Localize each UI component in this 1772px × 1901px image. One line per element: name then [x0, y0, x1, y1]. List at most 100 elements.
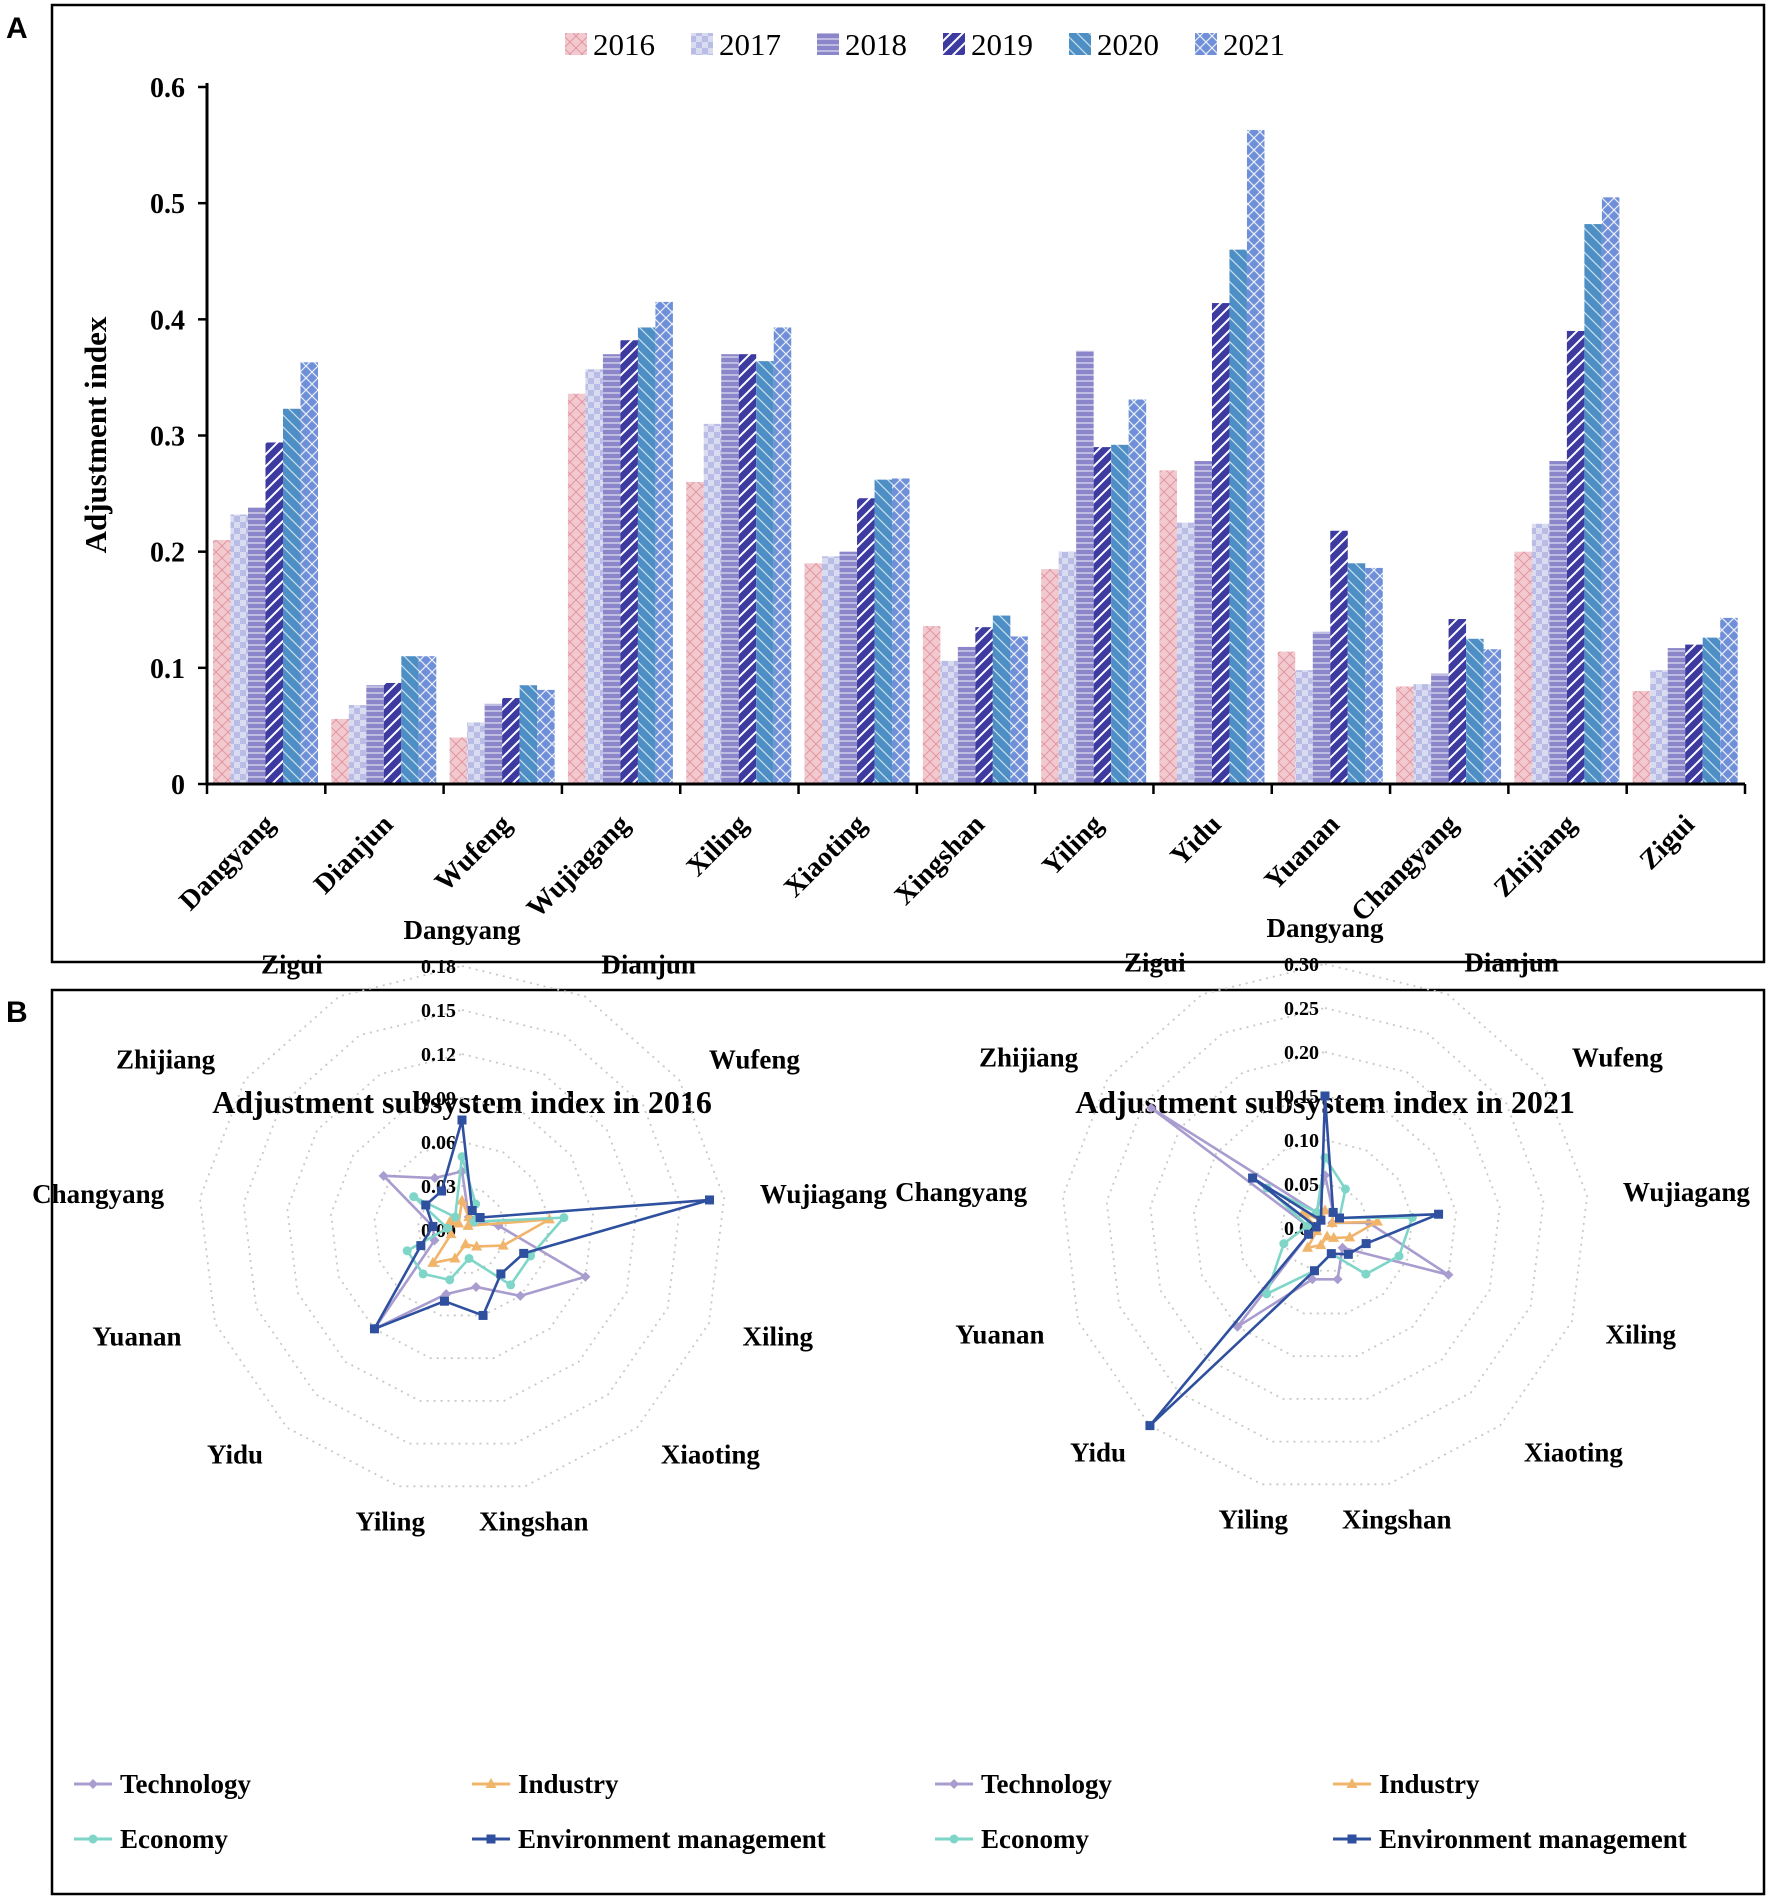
bar-2018-xingshan: [957, 646, 976, 783]
bar-2016-xiaoting: [804, 563, 823, 783]
bar-2016-yiling: [1041, 569, 1059, 783]
radar-point-environment-management-dangyang: [1320, 1091, 1330, 1101]
bar-2020-dangyang: [283, 408, 301, 783]
bar-2021-zigui: [1720, 617, 1738, 783]
legend-label-economy: Economy: [120, 1824, 229, 1854]
bar-2019-xingshan: [975, 627, 993, 783]
radar-axis-label-yiling: Yiling: [1218, 1504, 1288, 1534]
bar-2019-dianjun: [383, 682, 402, 783]
radar-series-environment-management: [1145, 1091, 1444, 1431]
radar-point-environment-management-wujiagang: [1434, 1209, 1444, 1219]
y-axis-label: Adjustment index: [78, 316, 113, 553]
bar-legend: 2016 2017 2018 2019 2020 2021: [565, 27, 1285, 62]
bar-series-2018: [248, 350, 1686, 783]
radar-point-environment-management-dianjun: [467, 1206, 477, 1216]
radar-axis-label-xingshan: Xingshan: [479, 1506, 589, 1536]
bar-2018-dianjun: [366, 685, 384, 783]
bar-2021-xiaoting: [892, 478, 910, 783]
bar-2017-xiaoting: [822, 556, 840, 783]
radar-grid-ring: [1149, 1051, 1501, 1400]
radar-point-technology-xiaoting: [515, 1290, 526, 1301]
radar-point-environment-management-zhijiang: [1248, 1173, 1258, 1183]
bar-series-2020: [283, 224, 1721, 783]
legend-marker-technology: [949, 1779, 959, 1789]
bar-2020-changyang: [1466, 638, 1484, 783]
radar-axis-label-wujiagang: Wujiagang: [1623, 1177, 1751, 1207]
radar-point-environment-management-xiaoting: [1343, 1249, 1353, 1259]
legend-swatch-2017: [691, 33, 713, 55]
bar-2018-wujiagang: [602, 354, 621, 783]
bar-2017-dangyang: [230, 514, 248, 783]
radar-point-economy-changyang: [1303, 1221, 1313, 1231]
radar-r-tick-label: 0.18: [421, 956, 456, 978]
bar-2017-yiling: [1058, 551, 1077, 783]
radar-grid-ring: [1062, 963, 1588, 1486]
radar-point-economy-xiaoting: [1361, 1269, 1371, 1279]
radar-point-environment-management-yuanan: [416, 1241, 426, 1251]
x-tick-label-yidu: Yidu: [1165, 809, 1228, 872]
legend-marker-economy: [88, 1834, 98, 1844]
legend-label-2020: 2020: [1097, 27, 1159, 62]
radar-axis-label-zigui: Zigui: [1124, 947, 1186, 977]
radar-axis-label-yidu: Yidu: [1070, 1438, 1126, 1468]
legend-swatch-2020: [1069, 33, 1091, 55]
bar-2017-wujiagang: [585, 369, 603, 783]
radar-axis-label-xiaoting: Xiaoting: [661, 1440, 761, 1470]
bar-2019-xiaoting: [857, 498, 875, 783]
radar-axis-label-yiling: Yiling: [355, 1506, 425, 1536]
radar-legend: Technology Industry Economy Environment man…: [74, 1769, 826, 1854]
radar-point-economy-dianjun: [1340, 1184, 1350, 1194]
radar-title: Adjustment subsystem index in 2016: [212, 1084, 712, 1120]
radar-axis-label-zhijiang: Zhijiang: [979, 1043, 1079, 1073]
radar-r-tick-label: 0.30: [1284, 954, 1319, 976]
radar-r-tick-label: 0.10: [1284, 1130, 1319, 1152]
radar-point-environment-management-dangyang: [457, 1115, 467, 1125]
bar-2021-yidu: [1246, 129, 1265, 783]
radar-point-environment-management-xingshan: [1326, 1249, 1336, 1259]
bar-2016-changyang: [1396, 686, 1414, 783]
x-tick-label-zhijiang: Zhijiang: [1488, 809, 1583, 904]
bar-2018-yuanan: [1312, 631, 1331, 783]
radar-point-technology-zigui: [429, 1173, 440, 1184]
bar-2017-wufeng: [467, 722, 485, 783]
radar-point-industry-yuanan: [445, 1228, 457, 1239]
radar-point-industry-xiling: [497, 1239, 509, 1250]
bar-2021-yiling: [1128, 399, 1147, 783]
panel-a-frame: [50, 3, 1766, 964]
legend-marker-environment-management: [486, 1834, 496, 1844]
radar-point-environment-management-changyang: [1311, 1222, 1321, 1232]
bar-2018-yiling: [1076, 350, 1094, 783]
bar-2016-dianjun: [331, 718, 349, 783]
radar-point-industry-wujiagang: [1371, 1215, 1383, 1226]
radar-axis-label-xiling: Xiling: [743, 1321, 814, 1351]
x-tick-label-wujiagang: Wujiagang: [521, 809, 636, 924]
radar-point-environment-management-wufeng: [1334, 1213, 1344, 1223]
bar-2019-zhijiang: [1566, 330, 1585, 783]
radar-r-tick-label: 0.05: [1284, 1174, 1319, 1196]
radar-axis-label-wufeng: Wufeng: [1572, 1043, 1664, 1073]
radar-line-environment-management: [1148, 1094, 1440, 1427]
y-tick-label: 0: [171, 770, 185, 801]
legend-swatch-2018: [817, 33, 839, 55]
radar-point-industry-wufeng: [462, 1219, 474, 1230]
radar-point-economy-yiling: [445, 1275, 455, 1285]
legend-marker-industry: [1346, 1778, 1358, 1788]
bar-2016-zhijiang: [1514, 551, 1532, 783]
bar-2020-xiaoting: [874, 479, 893, 783]
y-tick-label: 0.3: [150, 422, 185, 453]
bar-2016-wujiagang: [567, 393, 586, 783]
radar-point-technology-yiling: [441, 1289, 452, 1300]
x-tick-label-yuanan: Yuanan: [1259, 809, 1347, 897]
radar-grid-ring: [286, 1053, 638, 1402]
radar-axis-label-changyang: Changyang: [32, 1179, 165, 1209]
radar-point-economy-yuanan: [1279, 1239, 1289, 1249]
legend-swatch-2016: [565, 33, 587, 55]
bar-2017-yuanan: [1295, 670, 1313, 783]
bar-2020-xiling: [756, 361, 774, 783]
bar-2019-yidu: [1211, 303, 1230, 783]
bar-2018-wufeng: [484, 703, 503, 783]
radar-point-economy-changyang: [442, 1223, 452, 1233]
radar-point-economy-yidu: [1262, 1289, 1272, 1299]
bar-2020-zigui: [1702, 637, 1721, 783]
